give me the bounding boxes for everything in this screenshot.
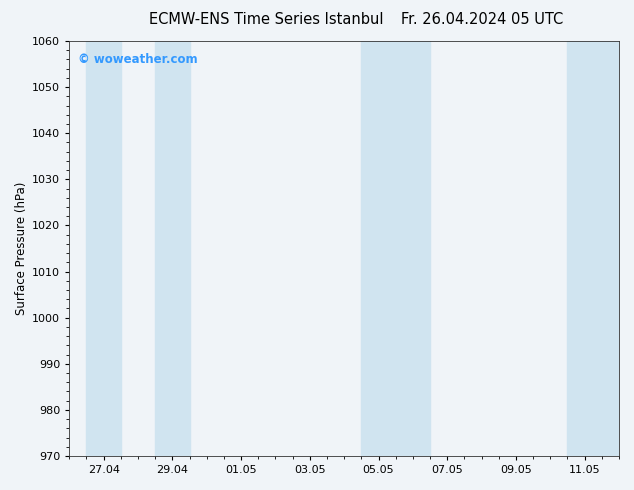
Bar — [567, 41, 619, 456]
Text: Fr. 26.04.2024 05 UTC: Fr. 26.04.2024 05 UTC — [401, 12, 563, 27]
Bar — [155, 41, 190, 456]
Bar — [396, 41, 430, 456]
Bar — [86, 41, 121, 456]
Text: © woweather.com: © woweather.com — [77, 53, 197, 67]
Text: ECMW-ENS Time Series Istanbul: ECMW-ENS Time Series Istanbul — [149, 12, 384, 27]
Y-axis label: Surface Pressure (hPa): Surface Pressure (hPa) — [15, 182, 28, 315]
Bar — [361, 41, 396, 456]
